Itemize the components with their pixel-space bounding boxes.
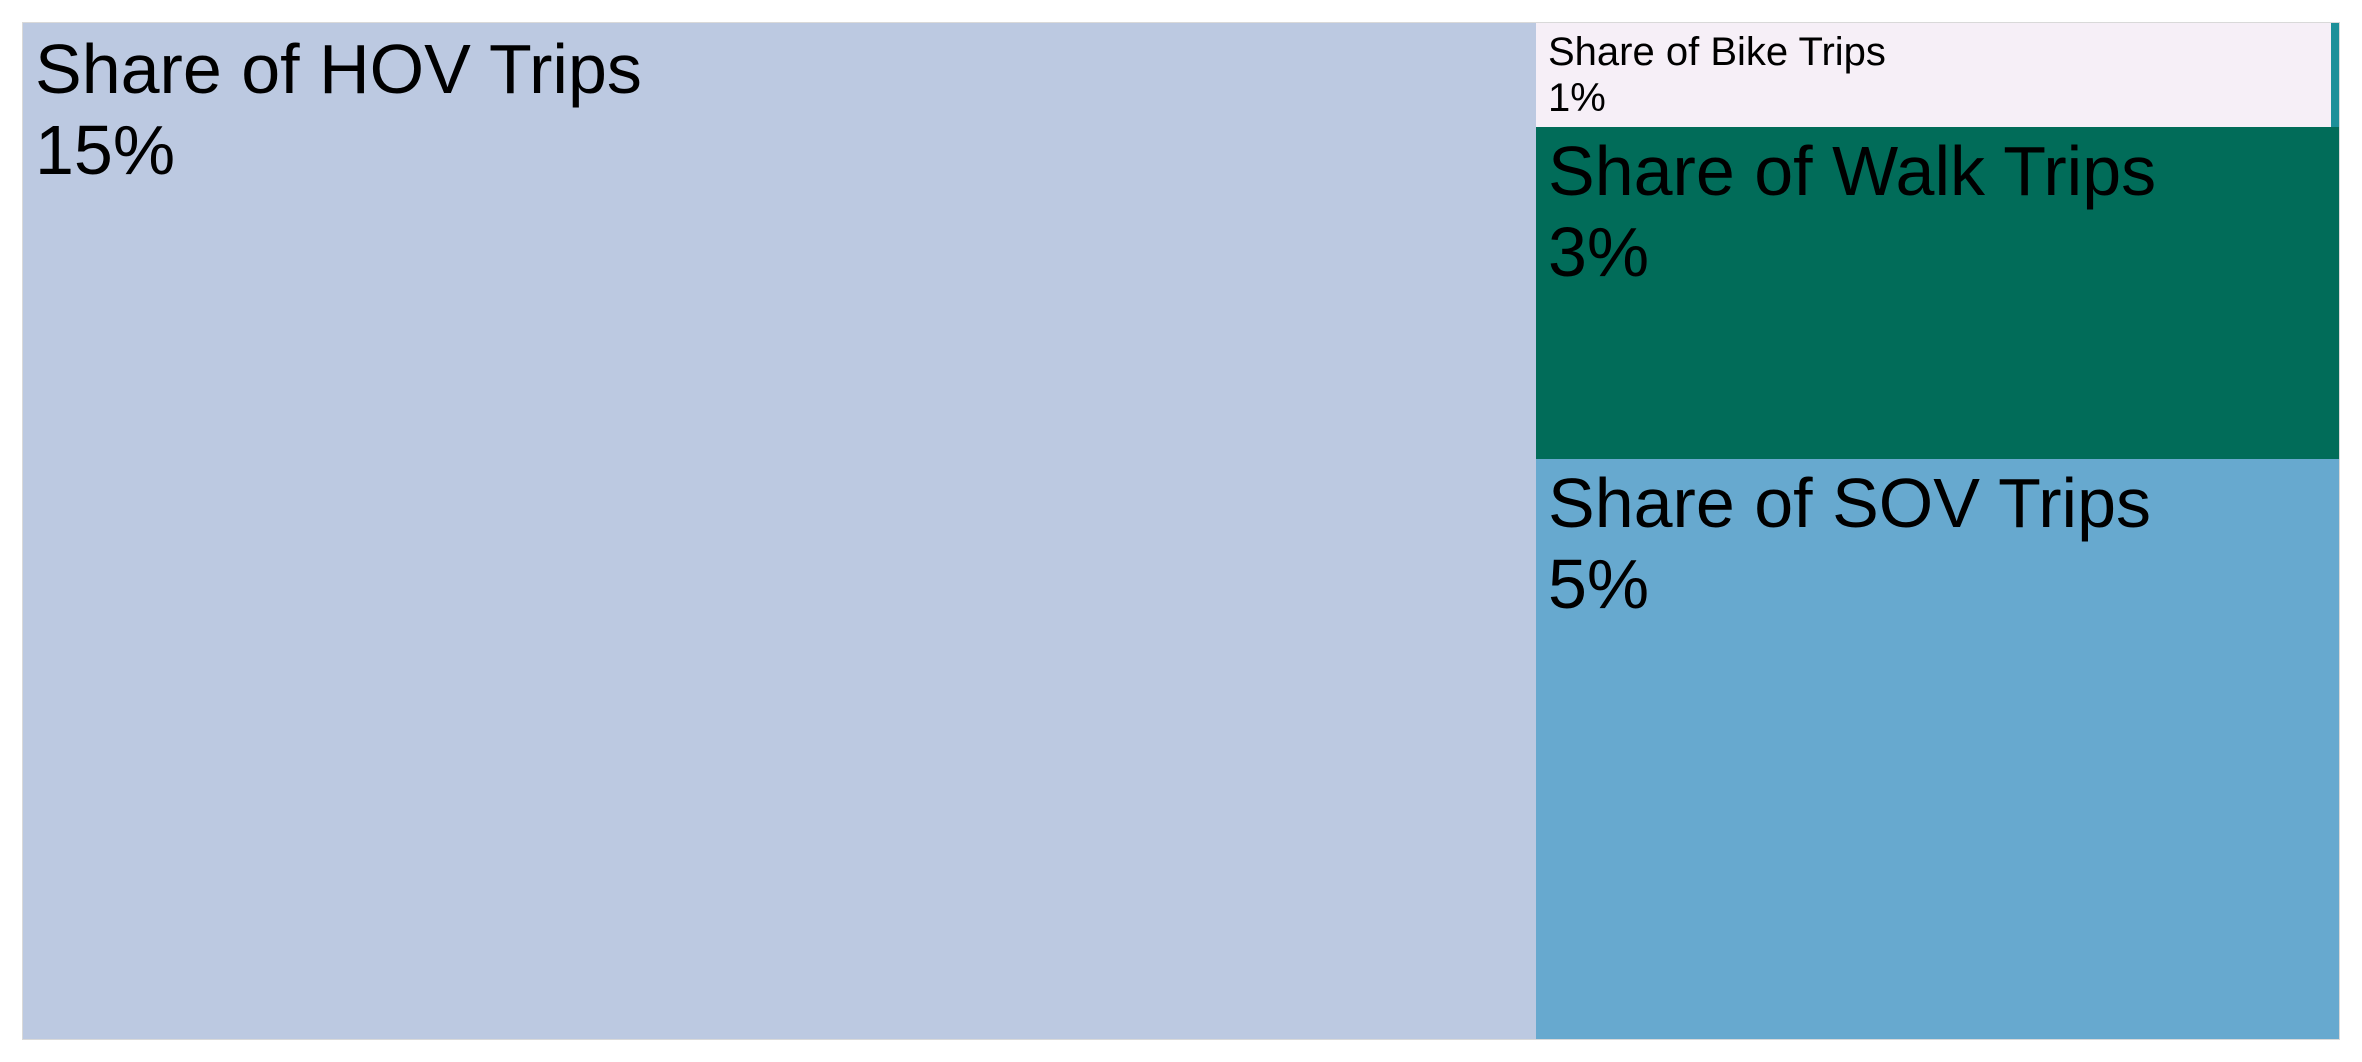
tile-walk-trips[interactable]: Share of Walk Trips 3% — [1536, 127, 2339, 459]
treemap-chart: Share of HOV Trips 15% Share of Bike Tri… — [22, 22, 2340, 1040]
tile-walk-label: Share of Walk Trips — [1548, 132, 2157, 210]
tile-bike-trips[interactable]: Share of Bike Trips 1% — [1536, 23, 2331, 127]
tile-hov-trips[interactable]: Share of HOV Trips 15% — [23, 23, 1536, 1039]
tile-bike-label: Share of Bike Trips — [1548, 30, 1886, 74]
tile-sov-label: Share of SOV Trips — [1548, 464, 2152, 542]
tile-hov-value: 15% — [35, 110, 176, 189]
tile-sov-trips[interactable]: Share of SOV Trips 5% — [1536, 459, 2339, 1039]
tile-hov-label: Share of HOV Trips — [35, 30, 642, 108]
tile-walk-value: 3% — [1548, 212, 1650, 291]
tile-bike-value: 1% — [1548, 76, 1606, 120]
tile-other-small[interactable] — [2331, 23, 2339, 127]
tile-sov-value: 5% — [1548, 544, 1650, 623]
